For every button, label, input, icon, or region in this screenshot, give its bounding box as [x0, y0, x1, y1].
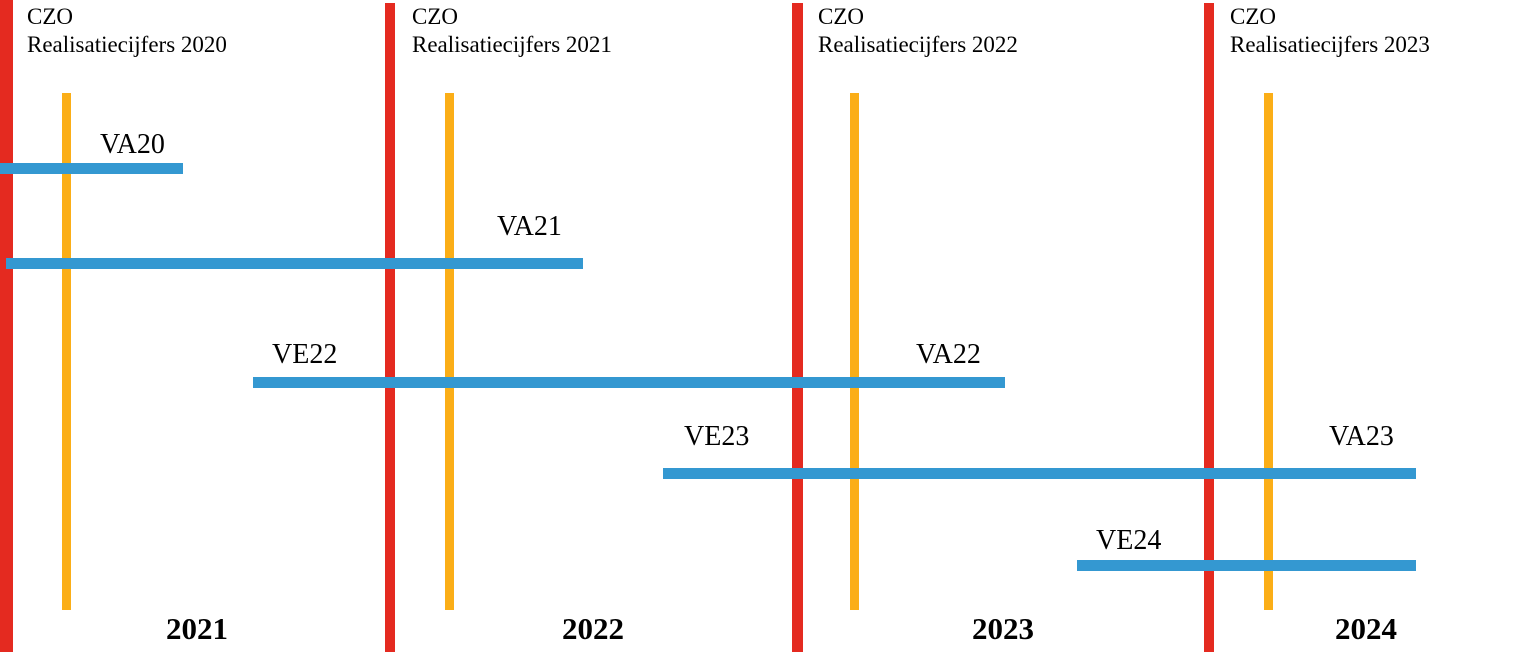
- red-marker-line-2022: [792, 3, 803, 652]
- orange-marker-line-3: [850, 93, 859, 610]
- orange-marker-line-4: [1264, 93, 1273, 610]
- year-label-2022: 2022: [562, 611, 624, 646]
- bar-label-ve24: VE24: [1096, 525, 1162, 556]
- bar-label-ve23: VE23: [684, 421, 750, 452]
- czo-header-2023: CZO Realisatiecijfers 2023: [1230, 3, 1430, 59]
- period-bar-ve22-va22: [253, 377, 1005, 388]
- period-bar-va21: [6, 258, 583, 269]
- czo-org-label: CZO: [27, 4, 73, 29]
- czo-org-label: CZO: [1230, 4, 1276, 29]
- czo-subtitle-2023: Realisatiecijfers 2023: [1230, 32, 1430, 57]
- red-marker-line-2021: [385, 3, 395, 652]
- red-marker-line-2023: [1204, 3, 1214, 652]
- orange-marker-line-2: [445, 93, 454, 610]
- czo-org-label: CZO: [412, 4, 458, 29]
- year-label-2021: 2021: [166, 611, 228, 646]
- period-bar-ve24: [1077, 560, 1416, 571]
- period-bar-va20: [0, 163, 183, 174]
- bar-label-va22: VA22: [916, 339, 981, 370]
- czo-subtitle-2022: Realisatiecijfers 2022: [818, 32, 1018, 57]
- czo-subtitle-2021: Realisatiecijfers 2021: [412, 32, 612, 57]
- period-bar-ve23-va23: [663, 468, 1416, 479]
- year-label-2024: 2024: [1335, 611, 1397, 646]
- czo-org-label: CZO: [818, 4, 864, 29]
- bar-label-va21: VA21: [497, 211, 562, 242]
- bar-label-va23: VA23: [1329, 421, 1394, 452]
- year-label-2023: 2023: [972, 611, 1034, 646]
- orange-marker-line-1: [62, 93, 71, 610]
- czo-header-2022: CZO Realisatiecijfers 2022: [818, 3, 1018, 59]
- bar-label-ve22: VE22: [272, 339, 338, 370]
- red-marker-line-2020: [0, 0, 13, 652]
- czo-header-2020: CZO Realisatiecijfers 2020: [27, 3, 227, 59]
- czo-header-2021: CZO Realisatiecijfers 2021: [412, 3, 612, 59]
- bar-label-va20: VA20: [100, 129, 165, 160]
- czo-subtitle-2020: Realisatiecijfers 2020: [27, 32, 227, 57]
